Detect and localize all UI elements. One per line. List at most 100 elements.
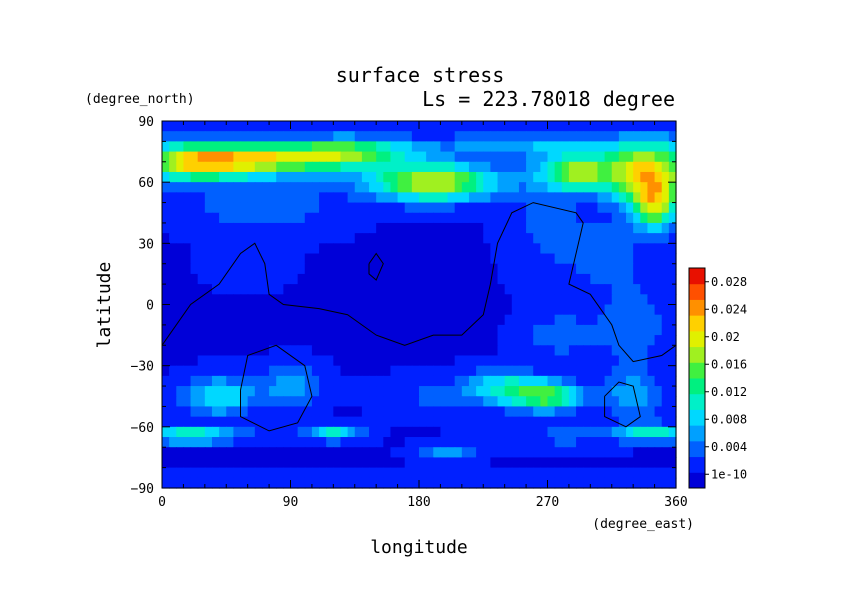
heat-cell: [511, 335, 520, 346]
heat-cell: [647, 233, 656, 244]
heat-cell: [433, 263, 442, 275]
heat-cell: [290, 365, 299, 377]
heat-cell: [426, 233, 434, 244]
heat-cell: [333, 243, 342, 255]
heat-cell: [240, 335, 249, 346]
heat-cell: [561, 447, 570, 459]
heat-cell: [411, 212, 420, 224]
heat-cell: [554, 222, 563, 234]
heat-cell: [633, 121, 641, 132]
heat-cell: [183, 263, 192, 275]
heat-cell: [219, 151, 227, 163]
heat-cell: [390, 141, 399, 153]
heat-cell: [433, 467, 442, 479]
colorbar-swatch: [689, 409, 705, 426]
heat-cell: [583, 406, 591, 418]
heat-cell: [404, 253, 413, 265]
heat-cell: [647, 375, 656, 387]
heat-cell: [319, 253, 327, 265]
heat-cell: [354, 416, 363, 428]
heat-cell: [390, 324, 399, 336]
heat-cell: [176, 375, 185, 387]
heat-cell: [576, 222, 584, 234]
heat-cell: [254, 437, 263, 448]
heat-cell: [247, 141, 256, 153]
heat-cell: [611, 233, 620, 244]
heat-cell: [311, 355, 320, 367]
heat-cell: [568, 437, 577, 448]
heat-cell: [626, 324, 634, 336]
heat-cell: [511, 345, 520, 357]
heat-cell: [504, 304, 513, 316]
colorbar-label: 0.02: [711, 330, 740, 344]
heat-cell: [618, 171, 627, 183]
heat-cell: [626, 426, 634, 438]
heat-cell: [311, 396, 320, 408]
heat-cell: [533, 273, 541, 285]
heat-cell: [190, 365, 199, 377]
heat-cell: [533, 222, 541, 234]
heat-cell: [397, 182, 406, 193]
heat-cell: [290, 273, 299, 285]
heat-cell: [647, 253, 656, 265]
heat-cell: [554, 212, 563, 224]
heat-cell: [454, 426, 463, 438]
heat-cell: [433, 304, 442, 316]
heat-cell: [219, 212, 227, 224]
heat-cell: [290, 324, 299, 336]
heat-cell: [297, 233, 306, 244]
heat-cell: [183, 212, 192, 224]
heat-cell: [576, 141, 584, 153]
heat-cell: [561, 243, 570, 255]
heat-cell: [590, 284, 599, 295]
heat-cell: [504, 212, 513, 224]
heat-cell: [540, 447, 549, 459]
heat-cell: [369, 273, 377, 285]
heat-cell: [340, 396, 349, 408]
heat-cell: [476, 263, 484, 275]
heat-cell: [354, 355, 363, 367]
heat-cell: [561, 171, 570, 183]
heat-cell: [468, 243, 477, 255]
heat-cell: [454, 182, 463, 193]
heat-cell: [618, 243, 627, 255]
heat-cell: [333, 467, 342, 479]
heat-cell: [204, 365, 213, 377]
heat-cell: [283, 375, 292, 387]
heat-cell: [261, 121, 270, 132]
heat-cell: [340, 192, 349, 204]
heat-cell: [668, 273, 677, 285]
heat-cell: [211, 121, 220, 132]
heat-cell: [204, 161, 213, 173]
heat-cell: [276, 406, 284, 418]
heat-cell: [169, 192, 177, 204]
heat-cell: [561, 416, 570, 428]
heat-cell: [540, 406, 549, 418]
heat-cell: [340, 355, 349, 367]
heat-cell: [668, 386, 677, 397]
heat-cell: [240, 314, 249, 326]
heat-cell: [162, 284, 170, 295]
heat-cell: [468, 273, 477, 285]
heat-cell: [397, 304, 406, 316]
heat-cell: [511, 243, 520, 255]
heat-cell: [604, 447, 613, 459]
heat-cell: [561, 355, 570, 367]
heat-cell: [511, 131, 520, 142]
heat-cell: [640, 416, 649, 428]
heat-cell: [233, 141, 242, 153]
heat-cell: [518, 151, 527, 163]
heat-cell: [468, 141, 477, 153]
x-tick-label: 90: [283, 495, 299, 510]
heat-cell: [490, 171, 499, 183]
heat-cell: [440, 467, 449, 479]
heat-cell: [461, 202, 470, 214]
heat-cell: [561, 141, 570, 153]
heat-cell: [518, 141, 527, 153]
heat-cell: [169, 457, 177, 469]
heat-cell: [319, 314, 327, 326]
heat-cell: [461, 131, 470, 142]
heat-cell: [497, 355, 506, 367]
heat-cell: [290, 151, 299, 163]
heat-cell: [411, 304, 420, 316]
